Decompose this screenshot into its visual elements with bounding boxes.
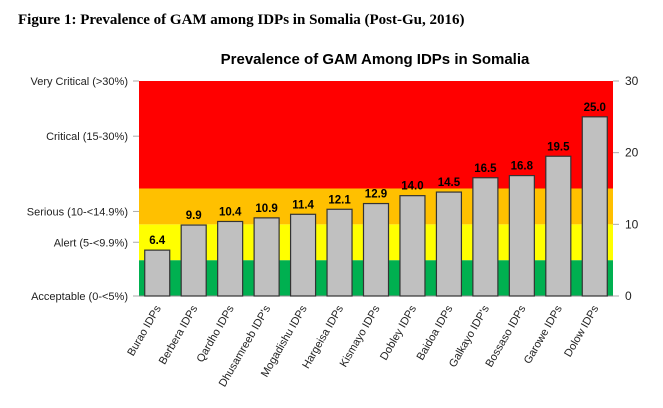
bar: [435, 191, 463, 297]
data-label: 14.0: [401, 181, 423, 193]
chart-title: Prevalence of GAM Among IDPs in Somalia: [221, 51, 530, 68]
data-label: 12.9: [365, 189, 387, 201]
bar: [144, 249, 171, 297]
bar: [253, 217, 280, 297]
band-label: Acceptable (0-<5%): [31, 291, 128, 303]
data-label: 16.5: [474, 163, 497, 175]
category-label: Dobley IDPs: [378, 303, 419, 362]
data-label: 6.4: [149, 235, 166, 247]
data-label: 11.4: [292, 199, 314, 211]
band-3: [139, 81, 613, 189]
data-label: 25.0: [584, 102, 606, 114]
data-label: 19.5: [547, 141, 570, 153]
category-label: Dolow IDPs: [562, 303, 601, 359]
bar: [326, 208, 353, 297]
band-label: Critical (15-30%): [46, 131, 128, 143]
bar: [581, 116, 608, 297]
figure-title: Figure 1: Prevalence of GAM among IDPs i…: [18, 12, 465, 28]
bar: [362, 202, 390, 297]
category-label: Baidoa IDPs: [415, 303, 456, 362]
right-tick-label: 30: [625, 74, 639, 88]
data-label: 9.9: [186, 210, 202, 222]
category-label: Burao IDPs: [125, 303, 164, 358]
bar: [399, 195, 426, 297]
bar: [289, 213, 317, 297]
data-label: 16.8: [511, 161, 534, 173]
band-label: Serious (10-<14.9%): [27, 206, 128, 218]
data-label: 14.5: [438, 177, 461, 189]
right-tick-label: 0: [625, 289, 632, 303]
bar: [217, 220, 244, 297]
category-label: Qardho IDPs: [195, 303, 237, 364]
band-label: Alert (5-<9.9%): [54, 237, 128, 249]
band-label: Very Critical (>30%): [30, 76, 128, 88]
right-tick-label: 20: [625, 146, 639, 160]
bar: [545, 155, 572, 297]
data-label: 10.9: [255, 203, 277, 215]
category-label: Berbera IDPs: [157, 303, 201, 367]
bar: [180, 224, 207, 297]
data-label: 10.4: [219, 206, 242, 218]
data-label: 12.1: [328, 194, 351, 206]
bar: [472, 177, 499, 297]
category-label: Kismayo IDPs: [338, 303, 383, 369]
category-label: Garowe IDPs: [522, 303, 565, 366]
bar: [508, 175, 535, 297]
right-tick-label: 10: [625, 217, 639, 231]
